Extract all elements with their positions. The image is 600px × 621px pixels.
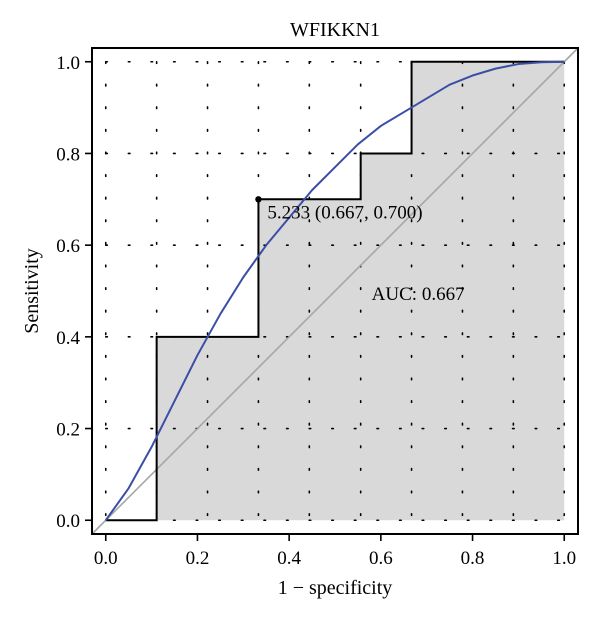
threshold-label: 5.233 (0.667, 0.700) — [267, 202, 422, 223]
plot-frame — [91, 47, 579, 535]
y-tick-label-2: 0.4 — [56, 328, 80, 349]
y-tick-label-1: 0.2 — [56, 420, 80, 441]
y-tick-label-3: 0.6 — [56, 236, 80, 257]
x-tick-label-2: 0.4 — [277, 548, 301, 569]
plot-frame-layer — [91, 47, 579, 535]
x-tick-label-5: 1.0 — [552, 548, 576, 569]
y-tick-label-4: 0.8 — [56, 144, 80, 165]
smoothed-roc-curve — [104, 60, 565, 521]
y-tick-label-5: 1.0 — [56, 53, 80, 74]
chart-title: WFIKKN1 — [290, 19, 380, 41]
auc-label: AUC: 0.667 — [372, 284, 465, 305]
diagonal-reference-line — [91, 47, 579, 535]
axes-layer: 0.0 0.2 0.4 0.6 0.8 1.0 0.0 0.2 0.4 0.6 0.8 1.0 — [56, 53, 576, 569]
threshold-point — [255, 196, 262, 203]
y-axis-label: Sensitivity — [21, 248, 43, 334]
series-layer — [91, 47, 579, 535]
y-tick-label-0: 0.0 — [56, 511, 80, 532]
x-axis-label: 1 − specificity — [278, 577, 393, 599]
x-tick-label-0: 0.0 — [94, 548, 118, 569]
x-tick-label-1: 0.2 — [186, 548, 210, 569]
x-tick-label-4: 0.8 — [461, 548, 485, 569]
x-tick-label-3: 0.6 — [369, 548, 393, 569]
